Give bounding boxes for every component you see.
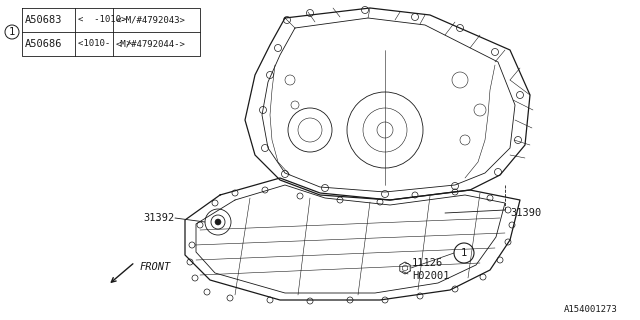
Text: 31390: 31390 xyxy=(510,208,541,218)
Text: 1: 1 xyxy=(9,27,15,37)
Text: A50686: A50686 xyxy=(25,39,63,49)
Text: <1010-   >: <1010- > xyxy=(78,39,132,49)
Circle shape xyxy=(215,219,221,225)
Text: 31392: 31392 xyxy=(144,213,175,223)
Text: 1: 1 xyxy=(461,248,467,258)
Text: A50683: A50683 xyxy=(25,15,63,25)
Text: <M/#4792044->: <M/#4792044-> xyxy=(116,39,186,49)
Text: H02001: H02001 xyxy=(412,271,449,281)
Text: 11126: 11126 xyxy=(412,258,444,268)
Text: <-M/#4792043>: <-M/#4792043> xyxy=(116,15,186,25)
Text: <  -1010>: < -1010> xyxy=(78,15,126,25)
Text: FRONT: FRONT xyxy=(140,262,172,272)
Text: A154001273: A154001273 xyxy=(564,305,618,314)
